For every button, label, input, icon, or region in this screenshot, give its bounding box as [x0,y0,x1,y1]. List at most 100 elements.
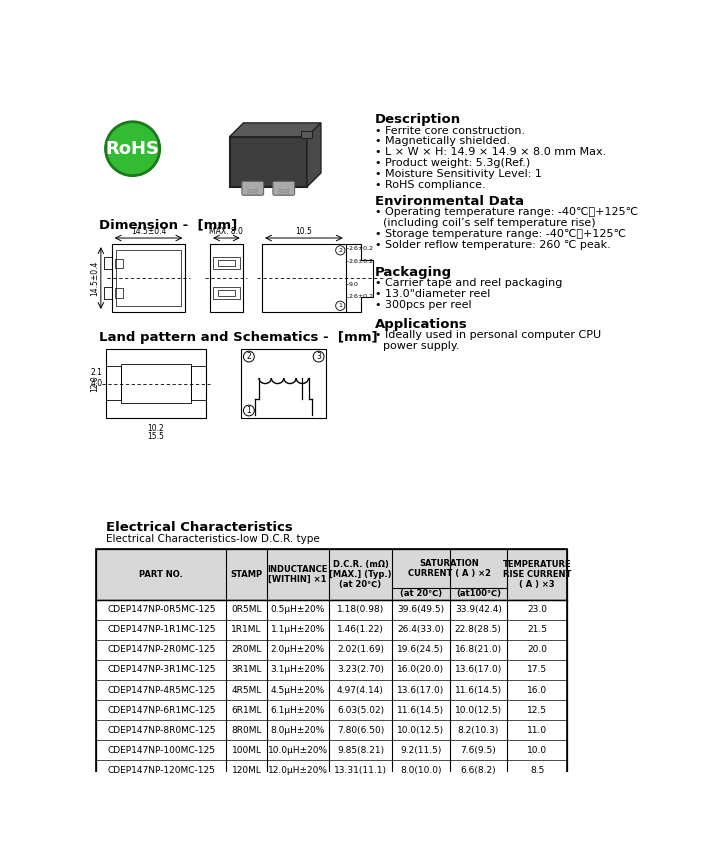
Text: Description: Description [375,114,462,127]
Text: 12.0: 12.0 [90,375,99,392]
Text: 15.5: 15.5 [148,432,164,441]
Text: 8.5: 8.5 [530,766,544,774]
Text: 13.6(17.0): 13.6(17.0) [454,666,502,675]
Bar [117,251,181,306]
FancyBboxPatch shape [301,131,312,139]
Text: PART NO.: PART NO. [140,570,183,579]
Text: 3.23(2.70): 3.23(2.70) [337,666,384,675]
Text: 2R0ML: 2R0ML [231,645,262,655]
Text: • RoHS compliance.: • RoHS compliance. [375,179,486,190]
Text: 20.0: 20.0 [527,645,547,655]
Text: 2.1: 2.1 [91,368,102,377]
Text: 16.8(21.0): 16.8(21.0) [455,645,502,655]
Bar [104,257,112,270]
FancyBboxPatch shape [230,137,307,186]
Text: 6R1ML: 6R1ML [231,706,262,714]
Bar [210,244,243,312]
Bar [96,549,567,780]
Text: CDEP147NP-1R1MC-125: CDEP147NP-1R1MC-125 [107,625,215,635]
Text: 10.5: 10.5 [295,227,312,237]
Text: CDEP147NP-120MC-125: CDEP147NP-120MC-125 [107,766,215,774]
Text: 19.6(24.5): 19.6(24.5) [397,645,444,655]
Bar [241,349,326,418]
Text: Environmental Data: Environmental Data [375,195,524,208]
Text: 1.46(1.22): 1.46(1.22) [337,625,384,635]
Text: CDEP147NP-8R0MC-125: CDEP147NP-8R0MC-125 [107,726,215,734]
Text: CDEP147NP-2R0MC-125: CDEP147NP-2R0MC-125 [107,645,215,655]
Text: INDUCTANCE
[WITHIN] ×1: INDUCTANCE [WITHIN] ×1 [268,564,328,584]
Text: 1R1ML: 1R1ML [231,625,262,635]
Text: 4R5ML: 4R5ML [231,686,262,694]
Text: CDEP147NP-4R5MC-125: CDEP147NP-4R5MC-125 [107,686,215,694]
Text: 7.80(6.50): 7.80(6.50) [337,726,384,734]
Text: TEMPERATURE
RISE CURRENT
( A ) ×3: TEMPERATURE RISE CURRENT ( A ) ×3 [503,559,572,590]
Text: 12.5: 12.5 [527,706,547,714]
Text: 2.02(1.69): 2.02(1.69) [337,645,384,655]
Text: 14.5±0.4: 14.5±0.4 [131,227,166,237]
Text: (at100℃): (at100℃) [456,590,501,598]
Text: 21.5: 21.5 [527,625,547,635]
Polygon shape [230,123,321,137]
Text: 6.6(8.2): 6.6(8.2) [461,766,496,774]
Text: 13.6(17.0): 13.6(17.0) [397,686,444,694]
Text: 26.4(33.0): 26.4(33.0) [397,625,444,635]
Text: 11.6(14.5): 11.6(14.5) [455,686,502,694]
Text: RoHS: RoHS [106,140,160,158]
Text: D.C.R. (mΩ)
[MAX.] (Typ.)
(at 20℃): D.C.R. (mΩ) [MAX.] (Typ.) (at 20℃) [329,559,392,590]
Text: 10.0μH±20%: 10.0μH±20% [268,746,328,754]
Text: 22.8(28.5): 22.8(28.5) [455,625,502,635]
Bar [96,549,567,600]
Text: • Product weight: 5.3g(Ref.): • Product weight: 5.3g(Ref.) [375,158,531,168]
Text: 6.1μH±20%: 6.1μH±20% [271,706,325,714]
Text: 6.03(5.02): 6.03(5.02) [337,706,384,714]
Text: 8R0ML: 8R0ML [231,726,262,734]
Text: Land pattern and Schematics -  [mm]: Land pattern and Schematics - [mm] [99,331,378,344]
Text: (including coil’s self temperature rise): (including coil’s self temperature rise) [383,218,595,228]
Bar [121,364,191,403]
Bar [213,287,240,299]
Bar [114,258,122,268]
Text: 0.5μH±20%: 0.5μH±20% [271,605,325,615]
Text: Electrical Characteristics: Electrical Characteristics [106,521,292,534]
Text: CDEP147NP-100MC-125: CDEP147NP-100MC-125 [107,746,215,754]
FancyBboxPatch shape [273,181,294,195]
Text: 11.6(14.5): 11.6(14.5) [397,706,444,714]
Text: 2.0μH±20%: 2.0μH±20% [271,645,325,655]
Text: 1.1μH±20%: 1.1μH±20% [271,625,325,635]
Text: CDEP147NP-3R1MC-125: CDEP147NP-3R1MC-125 [107,666,215,675]
Bar [262,244,346,312]
Text: 2.6±0.2: 2.6±0.2 [349,245,374,251]
Text: 1: 1 [338,303,342,309]
Text: Electrical Characteristics-low D.C.R. type: Electrical Characteristics-low D.C.R. ty… [106,534,319,544]
Text: 10.0: 10.0 [527,746,547,754]
Text: 8.0μH±20%: 8.0μH±20% [271,726,325,734]
Text: 3R1ML: 3R1ML [231,666,262,675]
Text: 3: 3 [316,352,321,361]
Text: 2: 2 [246,352,251,361]
Text: 3.1μH±20%: 3.1μH±20% [271,666,325,675]
Text: Packaging: Packaging [375,266,452,278]
Bar [112,244,185,312]
Text: CDEP147NP-0R5MC-125: CDEP147NP-0R5MC-125 [107,605,215,615]
Text: 7.6(9.5): 7.6(9.5) [460,746,496,754]
Text: CDEP147NP-6R1MC-125: CDEP147NP-6R1MC-125 [107,706,215,714]
Text: 17.5: 17.5 [527,666,547,675]
Text: • Solder reflow temperature: 260 ℃ peak.: • Solder reflow temperature: 260 ℃ peak. [375,239,611,250]
Text: • Carrier tape and reel packaging: • Carrier tape and reel packaging [375,278,562,288]
Text: • Magnetically shielded.: • Magnetically shielded. [375,136,510,147]
Text: 12.0μH±20%: 12.0μH±20% [268,766,328,774]
Text: 9.0: 9.0 [349,282,359,287]
Text: 9.85(8.21): 9.85(8.21) [337,746,384,754]
Text: 2.6±0.2: 2.6±0.2 [349,294,374,299]
Text: • 13.0"diameter reel: • 13.0"diameter reel [375,289,490,299]
Text: 16.0(20.0): 16.0(20.0) [397,666,444,675]
Text: 0R5ML: 0R5ML [231,605,262,615]
Text: 8.0(10.0): 8.0(10.0) [400,766,441,774]
Text: 14.5±0.4: 14.5±0.4 [90,260,99,296]
Text: 10.2: 10.2 [148,424,164,434]
Bar [106,349,206,418]
Bar [106,366,121,401]
Text: 13.31(11.1): 13.31(11.1) [334,766,387,774]
Text: (at 20℃): (at 20℃) [400,590,442,598]
Text: SATURATION
CURRENT ( A ) ×2: SATURATION CURRENT ( A ) ×2 [408,558,491,578]
